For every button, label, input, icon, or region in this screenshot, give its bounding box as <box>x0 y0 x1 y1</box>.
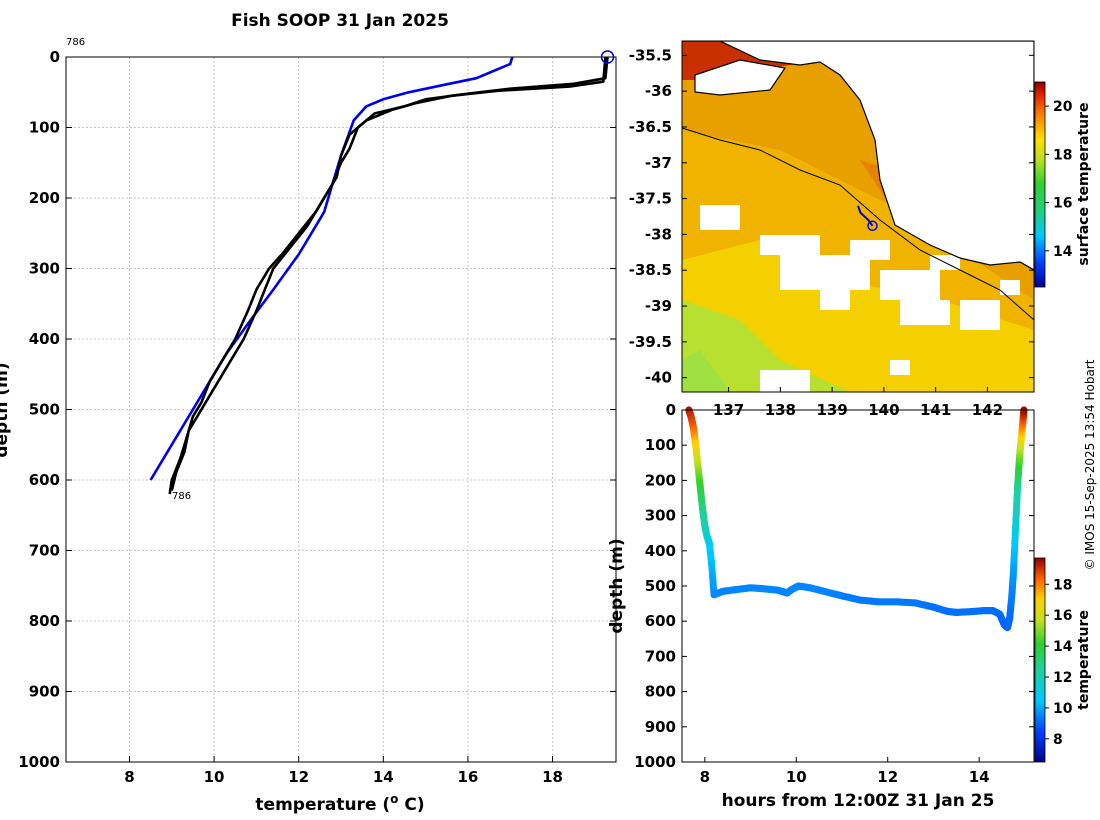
depth-time-ytick-label: 600 <box>645 612 676 630</box>
profile-ylabel: depth (m) <box>0 362 12 457</box>
map-lat-tick-label: -40 <box>645 369 672 387</box>
temperature-colorbar <box>1034 557 1046 763</box>
profile-xtick-label: 16 <box>457 768 478 786</box>
sst-southwest-green-2 <box>682 350 730 392</box>
depth-time-ylabel: depth (m) <box>607 538 627 633</box>
sst-colorbar-label: surface temperature <box>1076 102 1092 265</box>
ship-position-marker <box>867 220 878 232</box>
depth-time-ytick-label: 700 <box>645 647 676 665</box>
profile-ytick-label: 600 <box>29 471 60 489</box>
temperature-colorbar-label: temperature <box>1076 610 1092 710</box>
land-mass <box>682 41 1034 271</box>
map-lat-tick-label: -39.5 <box>629 333 672 351</box>
map-lat-tick-label: -38.5 <box>629 261 672 279</box>
temperature-colorbar-tick-label: 16 <box>1053 608 1072 624</box>
sst-colorbar <box>1034 81 1046 288</box>
depth-time-ytick-label: 900 <box>645 718 676 736</box>
profile-annotation-bottom: 786 <box>172 491 191 502</box>
depth-time-xtick-label: 12 <box>877 768 898 786</box>
depth-time-xtick-label: 10 <box>786 768 807 786</box>
profile-ytick-label: 0 <box>50 48 60 66</box>
profile-annotation-top: 786 <box>66 37 85 48</box>
depth-time-xtick-label: 8 <box>700 768 710 786</box>
map-lat-tick-label: -35.5 <box>629 46 672 64</box>
temperature-colorbar-ticks: 8 10 12 14 16 18 <box>1045 577 1073 748</box>
depth-time-ytick-label: 0 <box>666 401 676 419</box>
profile-xtick-label: 14 <box>373 768 394 786</box>
profile-ytick-label: 1000 <box>18 753 60 771</box>
profile-grid <box>66 56 616 763</box>
profile-ytick-label: 900 <box>29 683 60 701</box>
cloud-mask <box>700 205 1020 392</box>
depth-time-ytick-label: 800 <box>645 683 676 701</box>
temperature-colorbar-tick-label: 18 <box>1053 577 1072 593</box>
profile-xtick-label: 12 <box>288 768 309 786</box>
profile-ytick-label: 400 <box>29 330 60 348</box>
sst-colorbar-tick-label: 14 <box>1053 244 1073 260</box>
profile-lines <box>149 50 615 495</box>
depth-time-points <box>685 406 1028 632</box>
profile-ytick-label: 800 <box>29 612 60 630</box>
sst-colorbar-ticks: 14 16 18 20 <box>1045 99 1073 260</box>
map-lat-tick-label: -39 <box>645 297 672 315</box>
shelf-contour <box>682 127 1034 321</box>
map-lat-tick-label: -36.5 <box>629 118 672 136</box>
sst-map <box>682 41 1034 392</box>
profile-xlabel: temperature (o C) <box>255 792 424 815</box>
depth-time-xlabel: hours from 12:00Z 31 Jan 25 <box>722 791 995 811</box>
profile-series-profile-1 <box>168 56 609 495</box>
sst-southwest-green <box>682 300 850 392</box>
profile-title: Fish SOOP 31 Jan 2025 <box>231 11 449 31</box>
temperature-colorbar-tick-label: 10 <box>1053 701 1073 717</box>
map-lat-tick-label: -37.5 <box>629 190 672 208</box>
profile-series-profile-2 <box>170 56 607 491</box>
profile-xtick-label: 10 <box>204 768 225 786</box>
profile-ytick-label: 700 <box>29 542 60 560</box>
ship-track <box>857 205 874 227</box>
depth-time-ytick-label: 100 <box>645 436 676 454</box>
sst-colorbar-tick-label: 18 <box>1053 147 1072 163</box>
sst-colorbar-tick-label: 16 <box>1053 196 1072 212</box>
temperature-colorbar-tick-label: 8 <box>1053 732 1063 748</box>
sst-colorbar-tick-label: 20 <box>1053 99 1073 115</box>
profile-ytick-label: 500 <box>29 401 60 419</box>
temperature-colorbar-tick-label: 14 <box>1053 639 1073 655</box>
map-frame <box>681 40 1035 393</box>
temperature-colorbar-tick-label: 12 <box>1053 670 1072 686</box>
map-lat-tick-label: -37 <box>645 154 672 172</box>
map-lat-tick-label: -38 <box>645 225 672 243</box>
depth-time-ytick-label: 500 <box>645 577 676 595</box>
depth-time-ytick-label: 200 <box>645 471 676 489</box>
depth-time-ticks: 0 100 200 300 400 500 600 700 800 900 1000 8 10 12 14 <box>634 401 1034 786</box>
profile-ytick-label: 200 <box>29 189 60 207</box>
depth-time-ytick-label: 400 <box>645 542 676 560</box>
profile-ytick-label: 300 <box>29 260 60 278</box>
profile-series-climatology <box>149 56 514 481</box>
profile-start-marker <box>600 50 615 64</box>
island-outline <box>694 59 787 96</box>
depth-time-frame <box>681 409 1035 763</box>
profile-xtick-label: 18 <box>542 768 563 786</box>
map-lat-tick-label: -36 <box>645 82 672 100</box>
profile-xtick-label: 8 <box>124 768 134 786</box>
profile-ytick-label: 100 <box>29 119 60 137</box>
depth-time-ytick-label: 1000 <box>634 753 676 771</box>
profile-ticks: 8 10 12 14 16 18 0 100 200 300 400 500 600 700 800 900 1… <box>18 48 616 786</box>
depth-time-ytick-label: 300 <box>645 507 676 525</box>
depth-time-xtick-label: 14 <box>969 768 990 786</box>
watermark: © IMOS 15-Sep-2025 13:54 Hobart <box>1083 359 1097 570</box>
